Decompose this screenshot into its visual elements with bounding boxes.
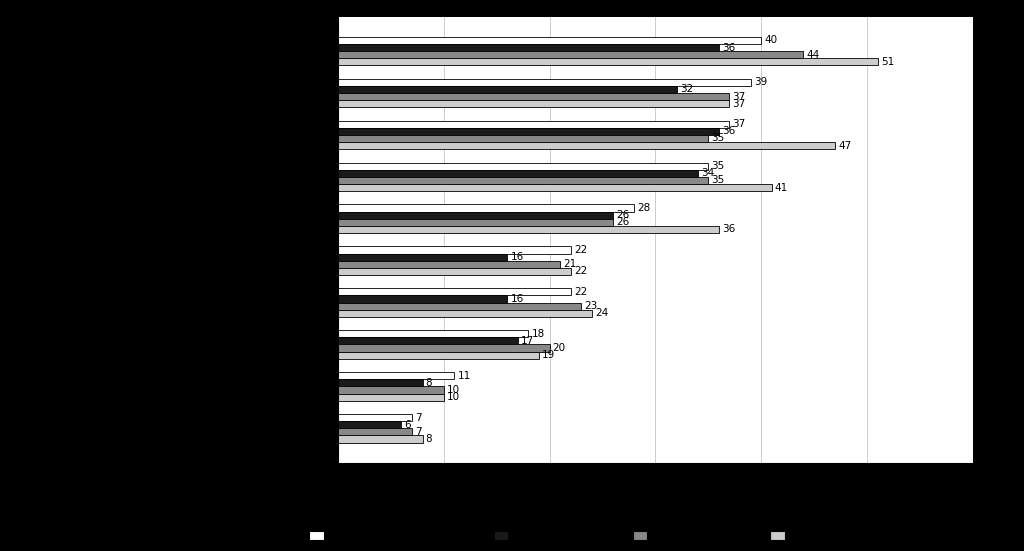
- Bar: [338, 295, 507, 302]
- Bar: [338, 428, 412, 435]
- Bar: [338, 51, 804, 58]
- Text: 7: 7: [415, 413, 422, 423]
- Bar: [338, 58, 878, 66]
- Text: 39: 39: [754, 77, 767, 87]
- Bar: [338, 379, 423, 386]
- Text: 8: 8: [426, 378, 432, 388]
- Bar: [338, 121, 729, 128]
- Bar: [338, 170, 697, 177]
- Text: 10: 10: [446, 385, 460, 395]
- Bar: [338, 135, 709, 142]
- Bar: [338, 352, 539, 359]
- Bar: [338, 310, 592, 317]
- Text: 17: 17: [521, 336, 535, 346]
- Text: 36: 36: [722, 224, 735, 234]
- Bar: [338, 204, 634, 212]
- Text: 19: 19: [542, 350, 555, 360]
- Bar: [338, 163, 709, 170]
- Text: 18: 18: [531, 329, 545, 339]
- Text: 35: 35: [712, 175, 725, 185]
- Bar: [338, 337, 518, 344]
- Text: 20: 20: [553, 343, 566, 353]
- Text: 32: 32: [680, 84, 693, 94]
- Text: 24: 24: [595, 308, 608, 318]
- Bar: [338, 393, 443, 401]
- Text: 21: 21: [563, 259, 577, 269]
- Text: 22: 22: [573, 266, 587, 277]
- Text: 8: 8: [426, 434, 432, 444]
- Text: 44: 44: [807, 50, 820, 60]
- Text: 23: 23: [585, 301, 598, 311]
- Bar: [338, 212, 613, 219]
- Bar: [338, 435, 423, 442]
- Bar: [338, 268, 570, 275]
- Bar: [338, 100, 729, 107]
- Text: 35: 35: [712, 133, 725, 143]
- Text: 47: 47: [839, 141, 852, 150]
- Text: 34: 34: [700, 168, 714, 179]
- Text: 40: 40: [764, 35, 777, 45]
- Bar: [338, 386, 443, 393]
- Bar: [338, 414, 412, 421]
- Text: 7: 7: [415, 427, 422, 437]
- Text: 41: 41: [775, 182, 788, 192]
- Text: 36: 36: [722, 42, 735, 52]
- Bar: [338, 93, 729, 100]
- Bar: [338, 177, 709, 184]
- Bar: [338, 253, 507, 261]
- Text: 37: 37: [732, 119, 745, 129]
- Bar: [338, 128, 719, 135]
- Bar: [338, 37, 761, 44]
- Text: 37: 37: [732, 99, 745, 109]
- Bar: [338, 142, 836, 149]
- Bar: [338, 226, 719, 233]
- Bar: [338, 330, 528, 337]
- Bar: [338, 421, 401, 428]
- Text: 26: 26: [616, 210, 630, 220]
- Text: 22: 22: [573, 245, 587, 255]
- Bar: [338, 302, 582, 310]
- Text: 22: 22: [573, 287, 587, 297]
- Bar: [338, 219, 613, 226]
- Bar: [338, 261, 560, 268]
- Text: 11: 11: [458, 371, 471, 381]
- Text: 36: 36: [722, 126, 735, 136]
- Bar: [338, 344, 550, 352]
- Text: 26: 26: [616, 217, 630, 228]
- Bar: [338, 184, 772, 191]
- Text: 16: 16: [510, 252, 523, 262]
- Text: 28: 28: [637, 203, 650, 213]
- Bar: [338, 79, 751, 86]
- Bar: [338, 288, 570, 295]
- Text: 16: 16: [510, 294, 523, 304]
- Text: 51: 51: [881, 57, 894, 67]
- Text: 35: 35: [712, 161, 725, 171]
- Legend: Kaikki vastaajat, n=4741, Teollisuus, n=617, Palvelut, n=2739, Sosiaali- ja terv: Kaikki vastaajat, n=4741, Teollisuus, n=…: [306, 526, 1005, 546]
- Bar: [338, 44, 719, 51]
- Text: 37: 37: [732, 91, 745, 101]
- Bar: [338, 372, 455, 379]
- Text: 6: 6: [404, 420, 412, 430]
- Text: 10: 10: [446, 392, 460, 402]
- Bar: [338, 246, 570, 253]
- Bar: [338, 86, 677, 93]
